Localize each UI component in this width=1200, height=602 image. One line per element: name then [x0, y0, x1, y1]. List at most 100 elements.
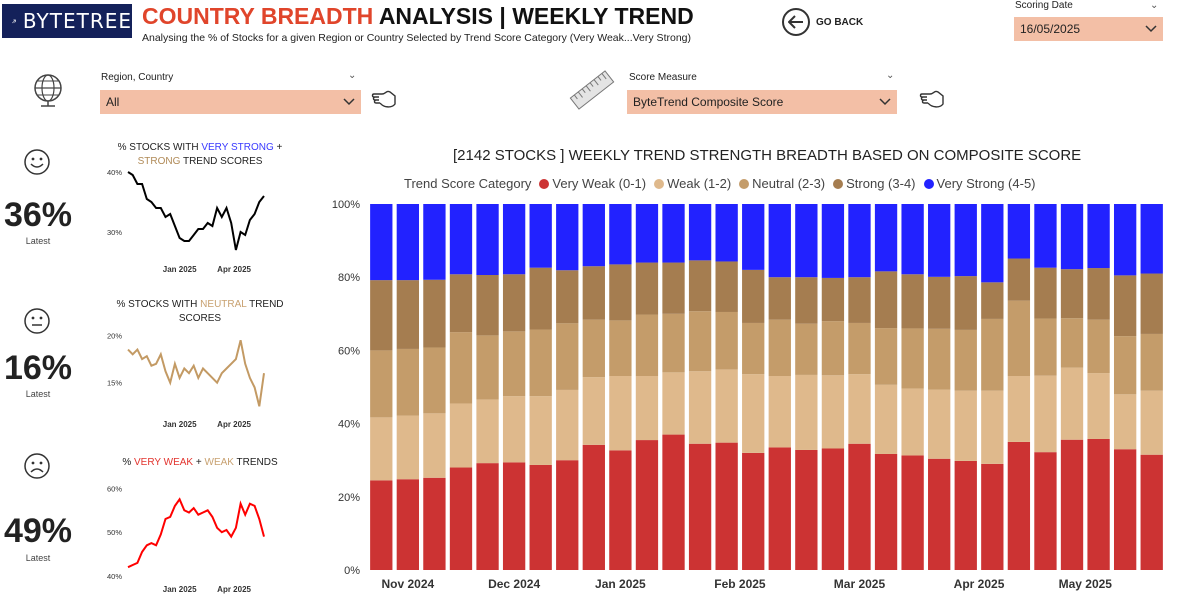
kpi-strong-latest-label: Latest: [25, 236, 51, 246]
legend-label: Very Strong (4-5): [936, 176, 1036, 191]
page-title-rest: ANALYSIS | WEEKLY TREND: [373, 3, 694, 29]
bar-segment: [423, 347, 446, 414]
x-tick-label: Feb 2025: [714, 577, 766, 591]
bar-segment: [370, 417, 393, 481]
bar-segment: [449, 403, 473, 468]
bar-segment: [981, 463, 1004, 570]
mini-y-tick-label: 15%: [107, 379, 122, 388]
bar-segment: [609, 376, 632, 451]
mini-chart-title-part: +: [273, 142, 283, 153]
bar-segment: [715, 261, 738, 312]
bar-segment: [556, 460, 579, 570]
bar-segment: [449, 332, 473, 404]
mini-x-tick-label: Jan 2025: [163, 420, 197, 429]
bar-segment: [662, 434, 685, 570]
go-back-label: GO BACK: [816, 16, 864, 28]
bar-segment: [370, 480, 393, 570]
legend-item: Neutral (2-3): [739, 176, 825, 191]
bar-segment: [476, 463, 499, 570]
bar-segment: [609, 320, 632, 377]
bar-segment: [954, 329, 977, 391]
bar-segment: [635, 204, 659, 263]
bar-segment: [662, 313, 685, 373]
region-filter-label: Region, Country: [101, 72, 174, 83]
bar-segment: [502, 396, 526, 463]
bar-segment: [582, 204, 605, 267]
bar-segment: [582, 377, 605, 445]
bar-segment: [954, 204, 977, 277]
bar-segment: [954, 276, 977, 330]
neutral-face-icon: [24, 308, 50, 334]
bar-segment: [928, 458, 951, 570]
bar-segment: [1087, 438, 1110, 570]
bar-segment: [848, 374, 871, 444]
bar-segment: [635, 314, 659, 377]
score-measure-value: ByteTrend Composite Score: [633, 95, 784, 109]
region-filter-collapse-icon[interactable]: ⌄: [348, 70, 357, 81]
kpi-neutral-value: 16%: [3, 349, 73, 387]
bar-segment: [396, 415, 420, 480]
bar-segment: [1034, 318, 1057, 376]
bar-segment: [715, 369, 738, 443]
legend-label: Weak (1-2): [667, 176, 732, 191]
bar-segment: [396, 280, 420, 349]
legend-item: Very Strong (4-5): [923, 176, 1036, 191]
bar-segment: [795, 204, 818, 278]
bar-segment: [954, 390, 977, 461]
mini-x-tick-label: Apr 2025: [217, 585, 251, 594]
bar-segment: [502, 204, 526, 275]
bar-segment: [688, 260, 712, 312]
chevron-down-icon: [343, 98, 355, 106]
y-tick-label: 20%: [338, 492, 360, 504]
bar-segment: [1140, 390, 1163, 455]
bar-segment: [715, 311, 738, 370]
kpi-neutral-latest-label: Latest: [25, 389, 51, 399]
bar-segment: [476, 335, 499, 400]
bar-segment: [742, 204, 765, 270]
bar-segment: [609, 264, 632, 321]
bar-segment: [1034, 452, 1057, 570]
go-back-button[interactable]: GO BACK: [782, 8, 863, 36]
bar-segment: [609, 204, 632, 265]
bar-segment: [556, 270, 579, 324]
bar-segment: [768, 447, 791, 570]
bar-segment: [981, 282, 1004, 319]
bar-segment: [768, 376, 791, 448]
bar-segment: [901, 328, 924, 389]
bar-segment: [556, 323, 579, 390]
mini-y-tick-label: 40%: [107, 168, 122, 177]
bar-segment: [1113, 336, 1137, 395]
bar-segment: [981, 318, 1004, 391]
bar-segment: [1140, 454, 1163, 570]
bar-segment: [1007, 204, 1031, 259]
scoring-date-dropdown[interactable]: 16/05/2025: [1014, 17, 1163, 41]
score-measure-collapse-icon[interactable]: ⌄: [886, 70, 895, 81]
region-filter-dropdown[interactable]: All: [100, 90, 361, 114]
x-tick-label: Mar 2025: [834, 577, 886, 591]
bar-segment: [1007, 300, 1031, 377]
sad-face-icon: [24, 453, 50, 479]
bar-segment: [423, 477, 446, 570]
legend-item: Very Weak (0-1): [539, 176, 646, 191]
scoring-date-collapse-icon[interactable]: ⌄: [1150, 0, 1159, 11]
bar-segment: [981, 390, 1004, 464]
mini-chart-title-part: +: [193, 457, 205, 468]
bar-segment: [1060, 439, 1084, 570]
kpi-weak-latest-label: Latest: [25, 553, 51, 563]
score-measure-dropdown[interactable]: ByteTrend Composite Score: [627, 90, 897, 114]
bar-segment: [476, 204, 499, 276]
mini-y-tick-label: 40%: [107, 572, 122, 581]
kpi-strong-value: 36%: [3, 196, 73, 234]
pointing-hand-icon: [919, 90, 944, 108]
bar-segment: [476, 275, 499, 336]
chevron-down-icon: [1145, 25, 1157, 33]
mini-x-tick-label: Apr 2025: [217, 420, 251, 429]
page-title-accent: COUNTRY BREADTH: [142, 3, 374, 29]
bar-segment: [370, 280, 393, 351]
bar-segment: [423, 279, 446, 348]
bar-segment: [529, 267, 552, 330]
legend-dot: [923, 178, 934, 189]
x-tick-label: Nov 2024: [381, 577, 434, 591]
bar-segment: [715, 442, 738, 570]
scoring-date-label: Scoring Date: [1015, 0, 1073, 11]
